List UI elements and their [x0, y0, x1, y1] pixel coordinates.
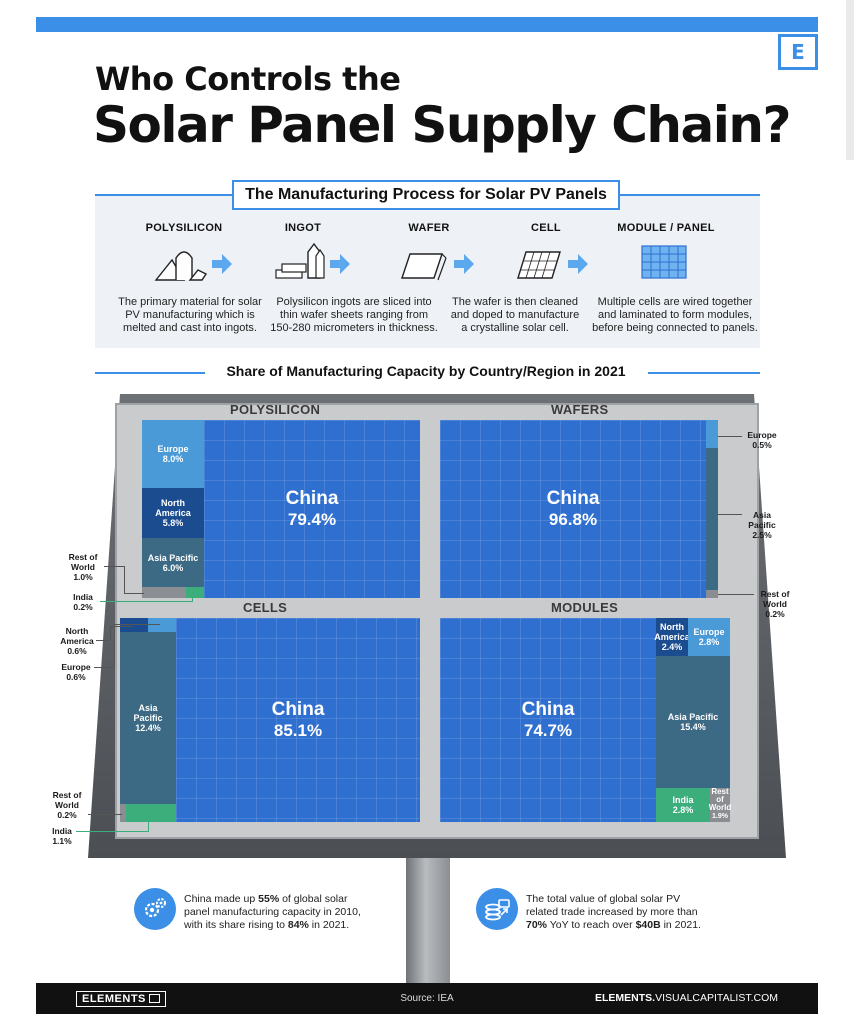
bar-polysilicon-asia-pacific: Asia Pacific 6.0%	[142, 538, 204, 587]
bar-cells-rest-of-world	[120, 804, 126, 822]
footer: ELEMENTS Source: IEA ELEMENTS.VISUALCAPI…	[36, 983, 818, 1014]
bar-polysilicon-rest-of-world	[142, 587, 186, 598]
leader-line	[100, 601, 192, 602]
elements-logo: E	[778, 34, 818, 70]
leader-line	[124, 566, 125, 594]
step-title-module: MODULE / PANEL	[617, 222, 715, 234]
leader-line	[114, 624, 160, 625]
module-panel-icon	[641, 245, 687, 279]
bar-polysilicon-north-america: North America 5.8%	[142, 488, 204, 538]
leader-line	[718, 436, 742, 437]
divider-line	[95, 372, 205, 374]
wafer-icon	[401, 253, 474, 281]
leader-line	[76, 831, 148, 832]
leader-line	[148, 820, 149, 832]
gears-icon	[134, 888, 176, 930]
callout-polysilicon-rest-of-world: Rest of World 1.0%	[68, 552, 98, 582]
elements-brand-icon	[149, 994, 161, 1003]
title-line-2: Solar Panel Supply Chain?	[93, 96, 792, 154]
callout-wafers-europe: Europe 0.5%	[747, 430, 777, 450]
footer-source: Source: IEA	[400, 993, 454, 1004]
bar-wafers-china: China 96.8%	[440, 420, 706, 598]
step-title-wafer: WAFER	[408, 222, 450, 234]
leader-line	[110, 626, 111, 640]
bar-modules-asia-pacific: Asia Pacific 15.4%	[656, 656, 730, 788]
panel-label-modules-overlay: MODULES	[551, 600, 619, 615]
bar-polysilicon-india	[186, 587, 204, 598]
bar-modules-rest-of-world: Rest of World 1.9%	[708, 787, 732, 822]
ingot-icon	[275, 242, 350, 279]
leader-line	[718, 514, 742, 515]
fact-china-share: China made up 55% of global solar panel …	[184, 893, 361, 931]
footer-brand[interactable]: ELEMENTS	[76, 991, 167, 1007]
leader-line	[88, 814, 122, 815]
callout-wafers-rest-of-world: Rest of World 0.2%	[760, 589, 790, 619]
leader-line	[192, 596, 193, 602]
step-desc-module: Multiple cells are wired together and lam…	[592, 296, 758, 334]
panel-label-cells-overlay: CELLS	[243, 600, 288, 615]
top-accent-bar	[36, 17, 818, 32]
billboard-stand	[406, 858, 450, 984]
cell-icon	[517, 251, 588, 279]
step-title-polysilicon: POLYSILICON	[145, 222, 223, 234]
process-title: The Manufacturing Process for Solar PV P…	[232, 180, 620, 210]
panel-divider-vertical	[420, 420, 440, 822]
divider-line	[648, 372, 760, 374]
leader-line	[114, 624, 115, 668]
bar-cells-india	[126, 804, 176, 822]
bar-modules-china: China 74.7%	[440, 618, 656, 822]
title-line-1: Who Controls the	[95, 60, 401, 98]
panel-label-polysilicon: POLYSILICON	[230, 402, 321, 417]
divider-line	[95, 194, 232, 196]
bar-wafers-rest-of-world	[706, 590, 718, 598]
step-desc-polysilicon: The primary material for solar PV manufac…	[118, 296, 262, 334]
callout-cells-europe: Europe 0.6%	[61, 662, 91, 682]
leader-line	[110, 626, 132, 627]
callout-polysilicon-india: India 0.2%	[73, 592, 93, 612]
leader-line	[124, 593, 144, 594]
bar-wafers-asia-pacific	[706, 448, 718, 590]
step-desc-wafer-cell: The wafer is then cleaned and doped to ma…	[450, 296, 580, 334]
leader-line	[718, 594, 754, 595]
bar-polysilicon-china: China 79.4%	[204, 420, 420, 598]
callout-wafers-asia-pacific: Asia Pacific 2.5%	[748, 510, 776, 540]
step-title-ingot: INGOT	[284, 222, 322, 234]
bar-polysilicon-europe: Europe 8.0%	[142, 420, 204, 488]
callout-cells-india: India 1.1%	[52, 826, 72, 846]
chart-title: Share of Manufacturing Capacity by Count…	[226, 363, 626, 379]
fact-trade-value: The total value of global solar PV relat…	[526, 893, 701, 931]
step-desc-ingot: Polysilicon ingots are sliced into thin w…	[270, 296, 438, 334]
panel-label-wafers: WAFERS	[551, 402, 609, 417]
bar-cells-europe	[148, 618, 176, 632]
callout-cells-rest-of-world: Rest of World 0.2%	[52, 790, 82, 820]
leader-line	[94, 667, 114, 668]
polysilicon-icon	[154, 251, 232, 281]
bar-modules-europe: Europe 2.8%	[688, 618, 730, 656]
footer-site-link[interactable]: ELEMENTS.VISUALCAPITALIST.COM	[594, 992, 778, 1004]
leader-line	[96, 640, 110, 641]
bar-modules-india: India 2.8%	[656, 788, 710, 822]
bar-cells-china: China 85.1%	[176, 618, 420, 822]
scroll-edge	[846, 0, 854, 160]
bar-cells-north-america	[120, 618, 148, 632]
callout-cells-north-america: North America 0.6%	[60, 626, 94, 656]
money-icon	[476, 888, 518, 930]
panel-divider-horizontal	[118, 598, 732, 618]
bar-wafers-europe	[706, 420, 718, 448]
bar-cells-asia-pacific: Asia Pacific 12.4%	[120, 632, 176, 804]
divider-line	[620, 194, 760, 196]
bar-modules-north-america: North America 2.4%	[654, 618, 690, 656]
leader-line	[104, 566, 124, 567]
step-title-cell: CELL	[531, 222, 561, 234]
